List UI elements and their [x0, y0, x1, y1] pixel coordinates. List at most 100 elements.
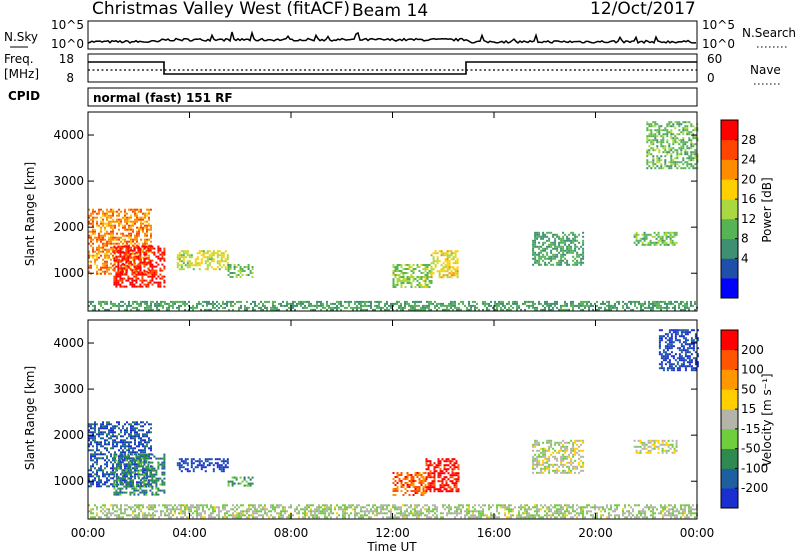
heatmap-cell-r8 [668, 331, 671, 334]
heatmap-cell-r9 [244, 510, 246, 513]
heatmap-cell-r6 [582, 249, 585, 252]
heatmap-cell-r0 [108, 431, 110, 434]
heatmap-cell-r0 [102, 437, 104, 440]
heatmap-cell-r2 [218, 262, 221, 265]
heatmap-cell-r4 [392, 286, 395, 288]
heatmap-cell-r5 [440, 268, 443, 271]
heatmap-cell-r9 [294, 304, 296, 307]
heatmap-cell-r9 [232, 304, 234, 307]
heatmap-cell-r9 [166, 308, 168, 311]
heatmap-cell-r6 [546, 441, 549, 444]
heatmap-cell-r5 [455, 480, 458, 483]
heatmap-cell-r7 [639, 449, 642, 452]
heatmap-cell-r8 [694, 369, 697, 372]
heatmap-cell-r5 [452, 258, 455, 261]
heatmap-cell-r4 [400, 490, 403, 492]
heatmap-cell-r5 [439, 484, 442, 487]
heatmap-cell-r0 [98, 441, 100, 444]
heatmap-cell-r0 [148, 461, 150, 464]
heatmap-cell-r9 [162, 300, 164, 303]
heatmap-cell-r8 [688, 343, 691, 346]
heatmap-cell-r1 [125, 249, 128, 252]
heatmap-cell-r9 [136, 516, 138, 519]
heatmap-cell-r0 [116, 485, 118, 488]
heatmap-cell-r1 [163, 281, 166, 284]
heatmap-cell-r1 [123, 257, 126, 260]
heatmap-cell-r1 [113, 245, 116, 248]
heatmap-cell-r6 [552, 451, 555, 454]
heatmap-cell-r1 [139, 251, 142, 254]
heatmap-cell-r9 [626, 304, 628, 307]
heatmap-cell-r5 [429, 462, 432, 465]
heatmap-cell-r0 [96, 224, 98, 227]
heatmap-cell-r5 [429, 472, 432, 475]
heatmap-cell-r0 [108, 423, 110, 426]
heatmap-cell-r5 [441, 470, 444, 473]
heatmap-cell-r4 [408, 474, 411, 476]
heatmap-cell-r4 [396, 278, 399, 280]
heatmap-cell-r0 [96, 264, 98, 267]
heatmap-cell-r9 [656, 304, 658, 307]
heatmap-cell-r6 [570, 245, 573, 248]
heatmap-cell-r8 [666, 335, 669, 338]
heatmap-cell-r0 [132, 244, 134, 247]
heatmap-cell-r3 [227, 266, 230, 268]
heatmap-cell-r1 [157, 493, 160, 496]
heatmap-cell-r9 [212, 300, 214, 303]
heatmap-cell-r9 [468, 300, 470, 303]
heatmap-cell-r2 [226, 460, 229, 463]
colorbar-block [721, 238, 738, 259]
heatmap-cell-r4 [424, 264, 427, 266]
heatmap-cell-r8 [676, 161, 679, 164]
heatmap-cell-r6 [542, 243, 545, 246]
heatmap-cell-r9 [292, 304, 294, 307]
heatmap-cell-r1 [153, 475, 156, 478]
heatmap-cell-r9 [376, 304, 378, 307]
heatmap-cell-r0 [106, 457, 108, 460]
heatmap-cell-r1 [139, 269, 142, 272]
heatmap-cell-r0 [92, 423, 94, 426]
heatmap-cell-r9 [146, 506, 148, 509]
heatmap-cell-r9 [512, 306, 514, 309]
heatmap-cell-r0 [106, 479, 108, 482]
heatmap-cell-r1 [147, 261, 150, 264]
heatmap-cell-r8 [648, 133, 651, 136]
heatmap-cell-r8 [680, 329, 683, 332]
heatmap-cell-r6 [548, 255, 551, 258]
heatmap-cell-r6 [576, 255, 579, 258]
heatmap-cell-r0 [90, 449, 92, 452]
heatmap-cell-r5 [444, 260, 447, 263]
heatmap-cell-r5 [446, 264, 449, 267]
heatmap-cell-r6 [582, 469, 585, 472]
heatmap-cell-r9 [322, 306, 324, 309]
heatmap-cell-r0 [150, 232, 152, 235]
heatmap-cell-r8 [664, 159, 667, 162]
heatmap-cell-r6 [550, 259, 553, 262]
heatmap-cell-r2 [212, 260, 215, 263]
heatmap-cell-r9 [386, 302, 388, 305]
heatmap-cell-r4 [406, 278, 409, 280]
heatmap-cell-r2 [214, 462, 217, 465]
heatmap-cell-r7 [643, 443, 646, 446]
heatmap-cell-r2 [186, 264, 189, 267]
heatmap-cell-r7 [639, 441, 642, 444]
freq-right-tick-bottom: 0 [707, 71, 715, 85]
heatmap-cell-r6 [560, 247, 563, 250]
heatmap-cell-r9 [320, 300, 322, 303]
heatmap-cell-r8 [696, 355, 699, 358]
heatmap-cell-r5 [425, 486, 428, 489]
heatmap-cell-r9 [226, 510, 228, 513]
heatmap-cell-r5 [439, 476, 442, 479]
heatmap-cell-r1 [115, 493, 118, 496]
heatmap-cell-r5 [437, 460, 440, 463]
heatmap-cell-r2 [192, 470, 195, 473]
heatmap-cell-r0 [110, 272, 112, 275]
heatmap-cell-r4 [418, 270, 421, 272]
heatmap-cell-r9 [218, 512, 220, 515]
heatmap-cell-r0 [130, 240, 132, 243]
heatmap-cell-r8 [682, 131, 685, 134]
heatmap-cell-r6 [550, 257, 553, 260]
heatmap-cell-r8 [654, 125, 657, 128]
heatmap-cell-r5 [436, 262, 439, 265]
heatmap-cell-r7 [663, 239, 666, 242]
